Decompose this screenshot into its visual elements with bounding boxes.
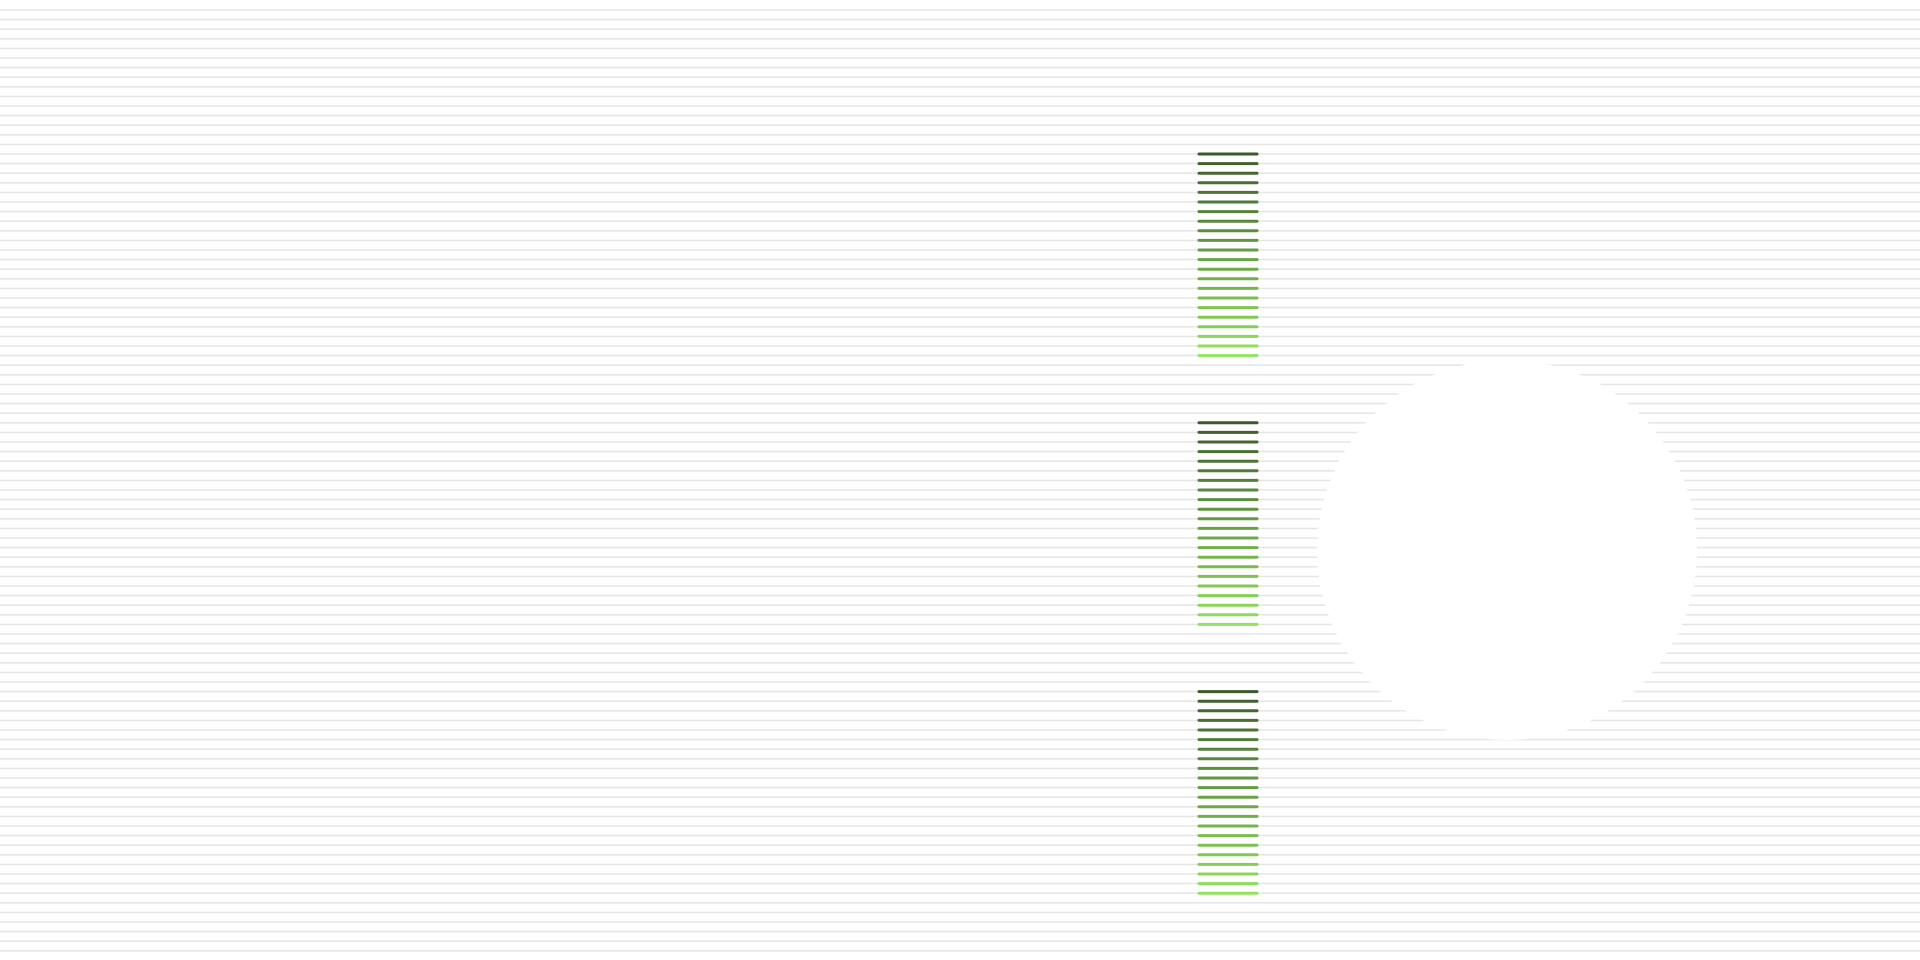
bar-groups <box>1197 152 1259 895</box>
bar-group <box>1197 421 1259 626</box>
white-circle <box>1317 360 1697 740</box>
bar-group <box>1197 152 1259 358</box>
background-stripes <box>0 9 1920 952</box>
bar-group <box>1197 690 1259 895</box>
